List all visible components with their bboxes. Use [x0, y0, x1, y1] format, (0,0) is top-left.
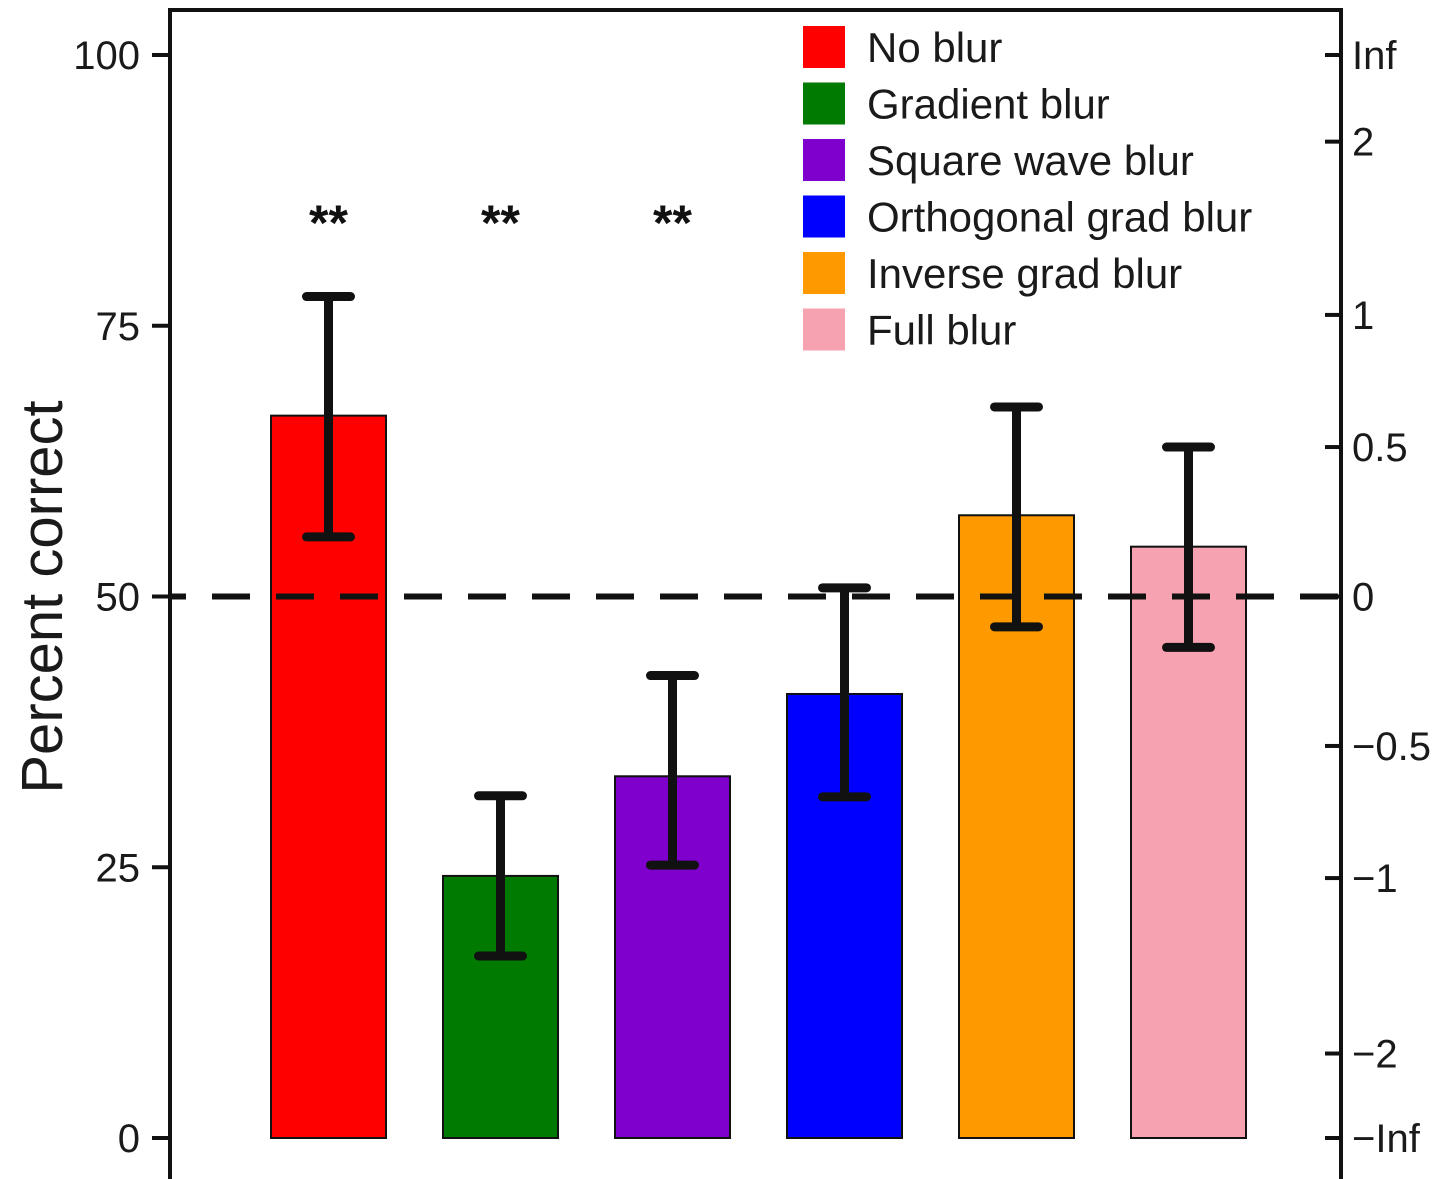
right-tick-label: 2: [1352, 121, 1374, 165]
legend-swatch: [803, 26, 845, 68]
right-tick-label: 0.5: [1352, 426, 1408, 470]
error-bar-6: [1162, 442, 1215, 652]
legend-label: Full blur: [867, 307, 1016, 354]
y-tick-label-100: 100: [73, 34, 140, 78]
legend-item-2: Gradient blur: [803, 81, 1110, 128]
legend-item-5: Inverse grad blur: [803, 250, 1182, 297]
right-tick-label: 1: [1352, 294, 1374, 338]
right-tick-label: −Inf: [1352, 1117, 1421, 1161]
error-bar-2: [474, 791, 527, 961]
significance-marker-1: **: [309, 195, 348, 251]
legend-swatch: [803, 308, 845, 351]
significance-marker-2: **: [481, 195, 520, 251]
left-axis: 0 25 50 75 100: [73, 34, 170, 1161]
legend-swatch: [803, 139, 845, 181]
y-tick-label-25: 25: [96, 846, 141, 890]
error-bars-group: [302, 292, 1215, 961]
right-axis: Inf 2 1 0.5 0 −0.5 −1 −2 −Inf: [1325, 34, 1431, 1161]
right-tick-label: 0: [1352, 576, 1374, 620]
significance-marker-3: **: [653, 195, 692, 251]
legend-label: Inverse grad blur: [867, 250, 1182, 297]
bars-group: [270, 414, 1247, 1140]
legend-item-4: Orthogonal grad blur: [803, 194, 1252, 241]
y-axis-title: Percent correct: [10, 400, 75, 793]
legend-swatch: [803, 82, 845, 125]
error-bar-1: [302, 292, 355, 542]
legend-item-1: No blur: [803, 24, 1002, 71]
significance-group: ** ** **: [309, 195, 692, 251]
legend-item-3: Square wave blur: [803, 137, 1194, 184]
right-tick-label: −0.5: [1352, 725, 1431, 769]
y-tick-label-50: 50: [96, 576, 141, 620]
y-tick-label-75: 75: [96, 305, 141, 349]
legend-swatch: [803, 195, 845, 238]
right-tick-label: Inf: [1352, 34, 1397, 78]
right-tick-label: −1: [1352, 857, 1398, 901]
legend-label: No blur: [867, 24, 1002, 71]
legend-item-6: Full blur: [803, 307, 1016, 354]
legend-label: Square wave blur: [867, 137, 1194, 184]
legend-label: Gradient blur: [867, 81, 1110, 128]
error-bar-4: [818, 583, 871, 802]
legend-swatch: [803, 252, 845, 294]
right-tick-label: −2: [1352, 1033, 1398, 1077]
error-bar-5: [990, 402, 1043, 632]
legend-label: Orthogonal grad blur: [867, 194, 1252, 241]
legend: No blur Gradient blur Square wave blur Orth…: [803, 24, 1252, 354]
plot-frame: [168, 8, 1343, 1179]
y-tick-label-0: 0: [118, 1117, 140, 1161]
error-bar-3: [646, 671, 699, 870]
